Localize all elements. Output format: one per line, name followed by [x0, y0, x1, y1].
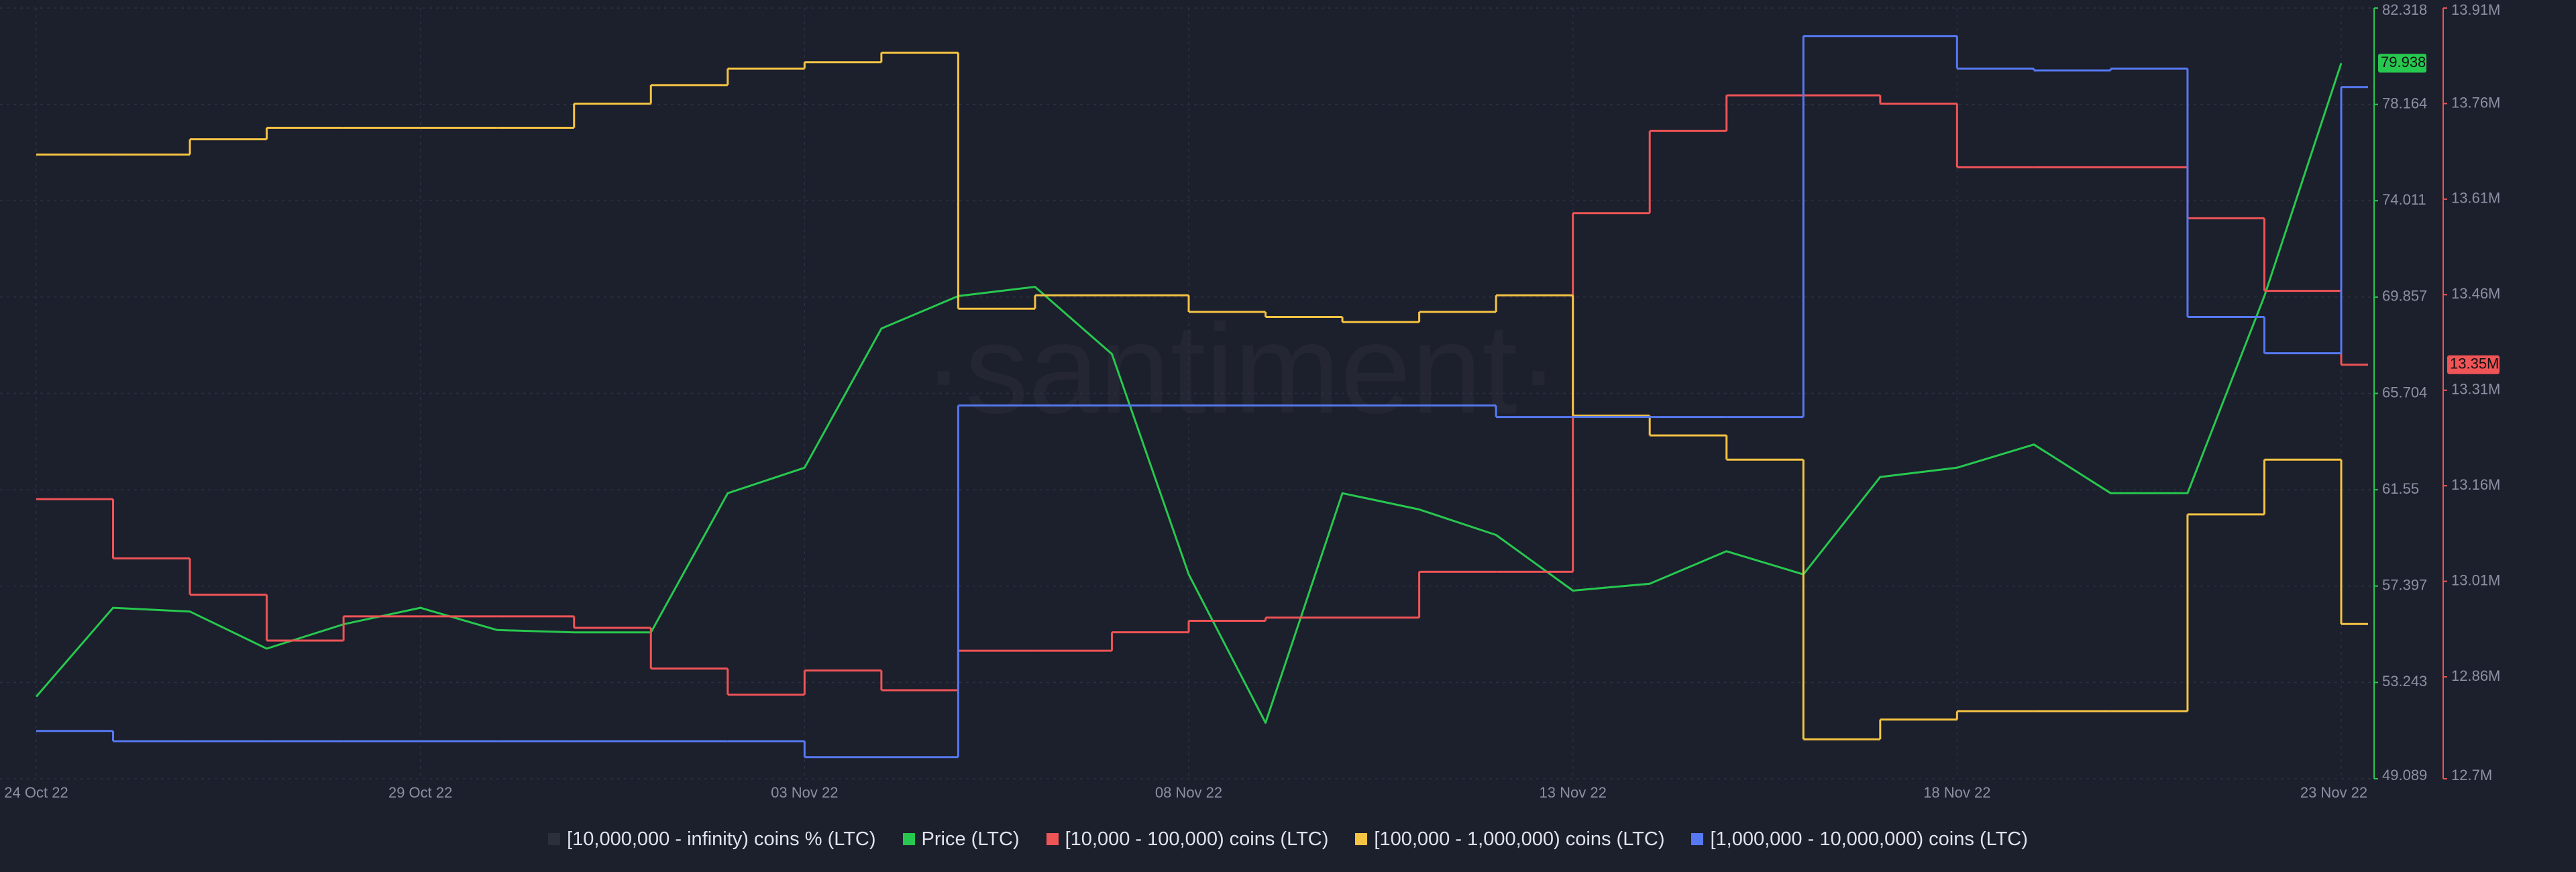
legend-label: [1,000,000 - 10,000,000) coins (LTC) [1710, 828, 2028, 850]
watermark: ·santiment· [922, 298, 1560, 440]
y-tick-label: 61.55 [2382, 480, 2419, 497]
legend-item[interactable]: [10,000,000 - infinity) coins % (LTC) [548, 828, 876, 851]
value-marker [2378, 54, 2426, 73]
legend-swatch [548, 833, 561, 845]
y-tick-label: 49.089 [2382, 767, 2427, 783]
y2-tick-label: 13.76M [2451, 94, 2500, 111]
y-tick-label: 53.243 [2382, 673, 2427, 690]
legend: [10,000,000 - infinity) coins % (LTC) Pri… [0, 824, 2576, 855]
y-tick-label: 78.164 [2382, 95, 2427, 111]
legend-item[interactable]: [100,000 - 1,000,000) coins (LTC) [1355, 828, 1664, 851]
y2-tick-label: 13.16M [2451, 476, 2500, 493]
legend-swatch [1046, 833, 1059, 845]
y2-tick-label: 13.31M [2451, 381, 2500, 398]
x-tick-label: 23 Nov 22 [2300, 784, 2367, 801]
value-marker [2447, 355, 2500, 374]
legend-label: Price (LTC) [921, 828, 1020, 850]
x-tick-label: 13 Nov 22 [1540, 784, 1607, 801]
legend-label: [10,000 - 100,000) coins (LTC) [1065, 828, 1329, 850]
y2-tick-label: 13.91M [2451, 1, 2500, 18]
legend-swatch [1691, 833, 1704, 845]
legend-item[interactable]: Price (LTC) [902, 828, 1020, 851]
x-tick-label: 29 Oct 22 [388, 784, 452, 801]
x-tick-label: 03 Nov 22 [771, 784, 838, 801]
y-tick-label: 69.857 [2382, 288, 2427, 305]
legend-swatch [902, 833, 915, 845]
chart: ·santiment· 49.089 53.243 57.397 61.55 65.70… [0, 1, 2500, 801]
legend-item[interactable]: [1,000,000 - 10,000,000) coins (LTC) [1691, 828, 2028, 851]
y2-tick-label: 12.7M [2451, 767, 2492, 783]
x-tick-label: 18 Nov 22 [1923, 784, 1990, 801]
y-tick-label: 65.704 [2382, 384, 2427, 400]
legend-swatch [1355, 833, 1368, 845]
value-marker-label: 13.35M [2450, 356, 2499, 372]
y-tick-label: 82.318 [2382, 1, 2427, 18]
y2-tick-label: 13.01M [2451, 571, 2500, 588]
y-tick-label: 74.011 [2382, 191, 2426, 208]
y2-tick-label: 12.86M [2451, 667, 2500, 684]
legend-label: [10,000,000 - infinity) coins % (LTC) [567, 828, 876, 850]
y-tick-label: 57.397 [2382, 577, 2427, 594]
y2-tick-label: 13.46M [2451, 285, 2500, 302]
y2-tick-label: 13.61M [2451, 190, 2500, 207]
legend-label: [100,000 - 1,000,000) coins (LTC) [1374, 828, 1665, 850]
x-tick-label: 08 Nov 22 [1155, 784, 1222, 801]
value-marker-label: 79.938 [2381, 54, 2426, 70]
x-tick-label: 24 Oct 22 [4, 784, 68, 801]
legend-item[interactable]: [10,000 - 100,000) coins (LTC) [1046, 828, 1329, 851]
price-line [35, 62, 2343, 724]
